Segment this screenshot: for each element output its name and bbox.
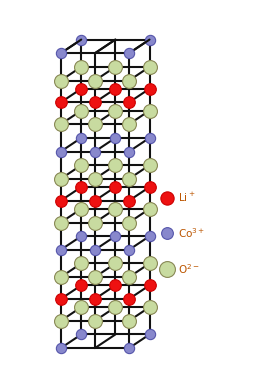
Point	[59, 121, 63, 127]
Point	[113, 184, 118, 190]
Point	[79, 233, 83, 239]
Point	[79, 36, 83, 42]
Point	[127, 198, 131, 203]
Point	[59, 78, 63, 84]
Text: Li$^+$: Li$^+$	[178, 192, 196, 205]
Point	[147, 135, 152, 141]
Point	[113, 260, 118, 266]
Point	[147, 331, 152, 337]
Point	[93, 318, 97, 324]
Point	[93, 78, 97, 84]
Point	[59, 274, 63, 280]
Point	[93, 274, 97, 280]
Point	[147, 233, 152, 239]
Point	[59, 345, 63, 351]
Point	[93, 296, 97, 302]
Point	[127, 274, 131, 280]
Point	[79, 86, 83, 92]
Point	[79, 184, 83, 190]
Point	[127, 318, 131, 324]
Point	[165, 231, 169, 237]
Point	[79, 282, 83, 288]
Point	[127, 78, 131, 84]
Point	[147, 36, 152, 42]
Point	[147, 304, 152, 310]
Point	[113, 233, 118, 239]
Point	[147, 206, 152, 212]
Point	[127, 50, 131, 56]
Point	[59, 176, 63, 182]
Point	[79, 260, 83, 266]
Point	[93, 176, 97, 182]
Point	[127, 121, 131, 127]
Point	[93, 247, 97, 253]
Point	[79, 206, 83, 212]
Point	[127, 99, 131, 105]
Point	[127, 247, 131, 253]
Point	[113, 282, 118, 288]
Point	[59, 219, 63, 225]
Point	[127, 219, 131, 225]
Point	[147, 64, 152, 70]
Point	[113, 64, 118, 70]
Point	[113, 206, 118, 212]
Point	[59, 318, 63, 324]
Point	[59, 296, 63, 302]
Point	[113, 108, 118, 113]
Point	[147, 282, 152, 288]
Point	[79, 304, 83, 310]
Point	[59, 148, 63, 154]
Point	[93, 99, 97, 105]
Point	[59, 99, 63, 105]
Point	[93, 219, 97, 225]
Point	[127, 296, 131, 302]
Point	[165, 195, 169, 201]
Point	[79, 162, 83, 168]
Point	[127, 345, 131, 351]
Point	[147, 108, 152, 113]
Point	[59, 50, 63, 56]
Point	[59, 247, 63, 253]
Point	[79, 331, 83, 337]
Point	[79, 135, 83, 141]
Point	[147, 260, 152, 266]
Point	[165, 266, 169, 272]
Point	[113, 135, 118, 141]
Point	[147, 86, 152, 92]
Point	[113, 162, 118, 168]
Point	[113, 86, 118, 92]
Point	[93, 148, 97, 154]
Point	[127, 148, 131, 154]
Text: O$^{2-}$: O$^{2-}$	[178, 262, 200, 276]
Point	[93, 198, 97, 203]
Point	[93, 121, 97, 127]
Point	[147, 162, 152, 168]
Point	[59, 198, 63, 203]
Point	[147, 184, 152, 190]
Text: Co$^{3+}$: Co$^{3+}$	[178, 227, 205, 240]
Point	[127, 176, 131, 182]
Point	[79, 64, 83, 70]
Point	[113, 304, 118, 310]
Point	[79, 108, 83, 113]
